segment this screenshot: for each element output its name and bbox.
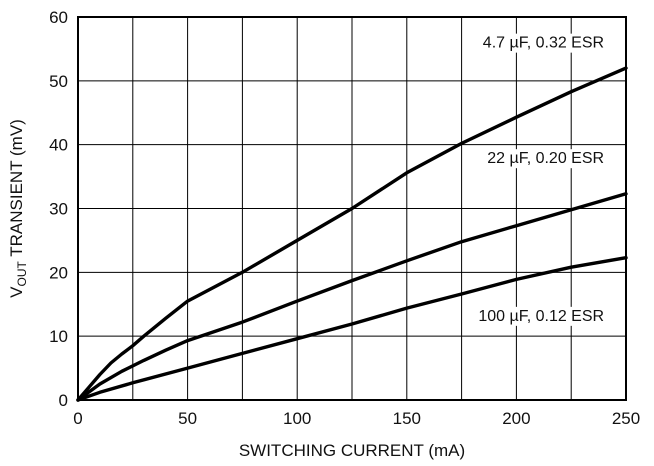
x-tick-label: 200 [502,409,530,428]
series-label-background [483,149,609,169]
y-axis-label: VOUT TRANSIENT (mV) [7,119,29,298]
y-tick-label: 50 [49,72,68,91]
x-tick-label: 50 [178,409,197,428]
series-label-background [474,306,609,326]
y-axis-label-rest: TRANSIENT (mV) [7,119,26,261]
y-tick-label: 0 [59,391,68,410]
y-axis-label-main: V [7,286,26,298]
series-labels: 4.7 µF, 0.32 ESR 22 µF, 0.20 ESR 100 µF, 0… [474,33,609,326]
series-label-3: 100 µF, 0.12 ESR [478,308,604,325]
x-axis-label: SWITCHING CURRENT (mA) [239,441,465,460]
x-tick-labels: 0 50 100 150 200 250 [73,409,640,428]
x-tick-label: 0 [73,409,82,428]
y-tick-label: 40 [49,136,68,155]
series-line-3 [76,256,628,402]
y-tick-labels: 0 10 20 30 40 50 60 [49,8,68,410]
series-label-background [478,33,609,53]
y-tick-label: 20 [49,263,68,282]
x-tick-label: 150 [393,409,421,428]
series-lines [76,66,628,402]
series-line-2 [76,192,628,402]
y-tick-label: 30 [49,200,68,219]
series-label-1: 4.7 µF, 0.32 ESR [483,35,604,52]
x-tick-label: 250 [612,409,640,428]
y-tick-label: 10 [49,327,68,346]
x-tick-label: 100 [283,409,311,428]
plot-frame [77,16,627,401]
y-axis-label-subscript: OUT [15,261,29,287]
series-label-2: 22 µF, 0.20 ESR [487,150,604,167]
series-line-1 [76,66,628,402]
y-tick-label: 60 [49,8,68,27]
